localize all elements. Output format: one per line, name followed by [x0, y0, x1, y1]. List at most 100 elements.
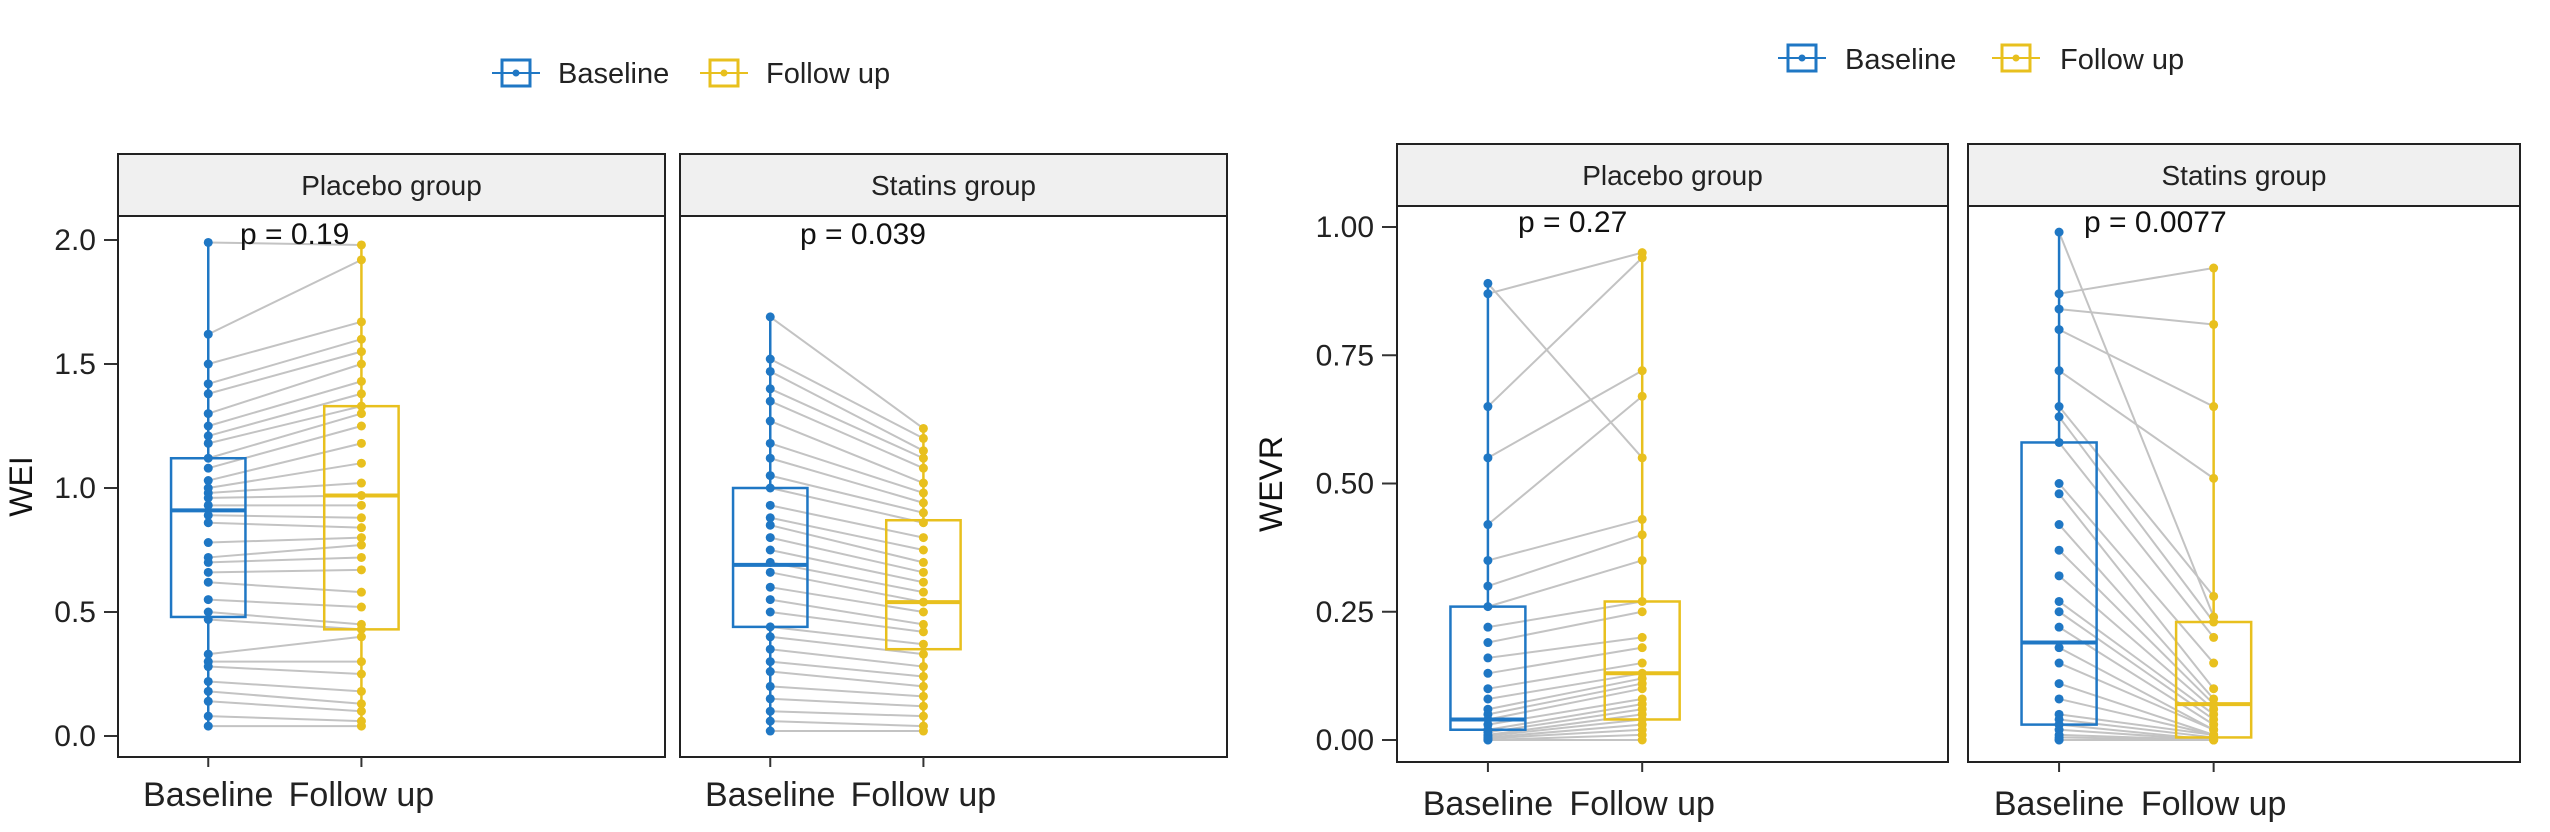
plot-frame: [1396, 205, 1949, 763]
followup-point: [918, 488, 928, 498]
pair-line: [770, 536, 924, 574]
followup-point: [356, 500, 366, 510]
pair-line: [2058, 369, 2215, 480]
followup-point: [1637, 453, 1647, 463]
pair-line: [2058, 697, 2214, 736]
pair-line: [208, 665, 362, 675]
followup-point: [356, 478, 366, 488]
x-tick-label: Follow up: [2141, 785, 2287, 823]
baseline-point: [765, 545, 775, 555]
panel-2: Statins group p = 0.0077 Baseline Follow up: [1967, 143, 2521, 823]
baseline-point: [765, 416, 775, 426]
followup-point: [356, 533, 366, 543]
followup-point: [918, 662, 928, 672]
pair-line: [207, 380, 362, 427]
baseline-point: [2054, 679, 2064, 689]
followup-point: [918, 446, 928, 456]
followup-point: [918, 726, 928, 736]
baseline-point: [1483, 694, 1493, 704]
plot-frame: [1967, 205, 2521, 763]
followup-point: [918, 681, 928, 691]
x-tick-label: Follow up: [851, 776, 997, 814]
baseline-point: [765, 354, 775, 364]
pair-line: [1487, 723, 1643, 739]
pair-line: [208, 241, 362, 246]
pair-line: [769, 358, 924, 440]
pair-line: [207, 425, 362, 470]
pair-line: [2058, 267, 2214, 295]
pair-line: [770, 697, 924, 708]
baseline-point: [765, 607, 775, 617]
pair-line: [2058, 682, 2214, 736]
pair-line: [208, 536, 362, 544]
baseline-point: [2054, 289, 2064, 299]
pair-line: [1487, 687, 1643, 721]
pair-line: [208, 715, 362, 723]
pair-line: [2058, 328, 2215, 408]
pair-line: [207, 363, 362, 415]
panel-1: Placebo group p = 0.27 Baseline Follow up: [1396, 143, 1949, 823]
pair-line: [769, 457, 924, 504]
baseline-point: [203, 237, 213, 247]
pair-line: [769, 400, 924, 470]
pair-line: [770, 504, 924, 539]
followup-point: [918, 649, 928, 659]
legend-right: Baseline Follow up: [1778, 43, 2184, 76]
pair-line: [770, 571, 924, 604]
pair-line: [770, 710, 924, 718]
followup-point: [1637, 735, 1647, 745]
panel-title: Placebo group: [1582, 160, 1763, 191]
followup-point: [918, 463, 928, 473]
pair-line: [208, 521, 362, 529]
baseline-point: [203, 493, 213, 503]
followup-point: [356, 317, 366, 327]
baseline-point: [2054, 694, 2064, 704]
followup-point: [918, 627, 928, 637]
chart-1: 0.0 0.5 1.0 1.5 2.0 WEI Placebo group p = 0.19 B…: [3, 153, 1228, 814]
pair-line: [1487, 369, 1643, 459]
pair-line: [2058, 718, 2214, 739]
pair-line: [1487, 636, 1643, 659]
pair-line: [1487, 672, 1643, 700]
baseline-point: [2054, 735, 2064, 745]
pair-line: [770, 660, 924, 678]
pair-line: [208, 680, 362, 693]
pair-line: [207, 258, 362, 336]
followup-point: [918, 557, 928, 567]
pair-line: [2058, 549, 2215, 705]
y-tick-label: 0.0: [54, 720, 96, 753]
baseline-point: [1483, 602, 1493, 612]
pair-line: [208, 611, 362, 626]
baseline-point: [203, 431, 213, 441]
baseline-point: [765, 694, 775, 704]
baseline-point: [203, 676, 213, 686]
pair-line: [769, 316, 925, 430]
strip-header: [679, 153, 1228, 217]
legend-followup-key-2: [1992, 43, 2040, 73]
followup-point: [918, 671, 928, 681]
followup-point: [356, 565, 366, 575]
followup-point: [2209, 658, 2219, 668]
pair-line: [1487, 610, 1643, 644]
baseline-point: [203, 421, 213, 431]
followup-point: [2209, 402, 2219, 412]
followup-point: [2209, 735, 2219, 745]
baseline-point: [1483, 453, 1493, 463]
followup-point: [918, 567, 928, 577]
legend-followup-key: [700, 58, 748, 88]
followup-point: [918, 701, 928, 711]
pair-line: [769, 370, 924, 452]
pair-line: [1487, 728, 1643, 740]
baseline-point: [203, 614, 213, 624]
baseline-point: [203, 463, 213, 473]
followup-point: [356, 359, 366, 369]
pair-line: [770, 586, 924, 613]
followup-point: [2209, 263, 2219, 273]
pair-line: [770, 549, 924, 584]
baseline-point: [765, 632, 775, 642]
plot-frame: [117, 215, 666, 758]
pair-line: [1487, 251, 1643, 295]
panel-2: Statins group p = 0.039 Baseline Follow up: [679, 153, 1228, 814]
baseline-point: [2054, 596, 2064, 606]
pair-line: [2058, 575, 2215, 710]
